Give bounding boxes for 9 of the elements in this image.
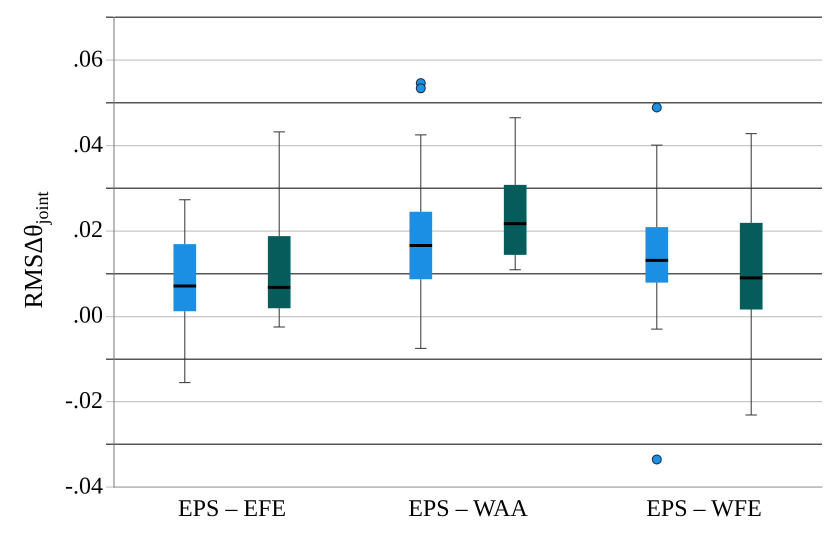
x-tick-label: EPS – WAA [408, 496, 528, 522]
x-tick-label: EPS – WFE [646, 496, 762, 522]
y-tick-label: -.04 [64, 473, 103, 500]
y-tick-label: .02 [72, 217, 103, 244]
y-tick-label: .06 [72, 46, 103, 72]
x-tick-label: EPS – EFE [178, 496, 286, 522]
y-tick-label: .00 [72, 302, 103, 329]
y-tick-label: .04 [72, 132, 103, 158]
y-tick-label: -.02 [64, 388, 103, 414]
